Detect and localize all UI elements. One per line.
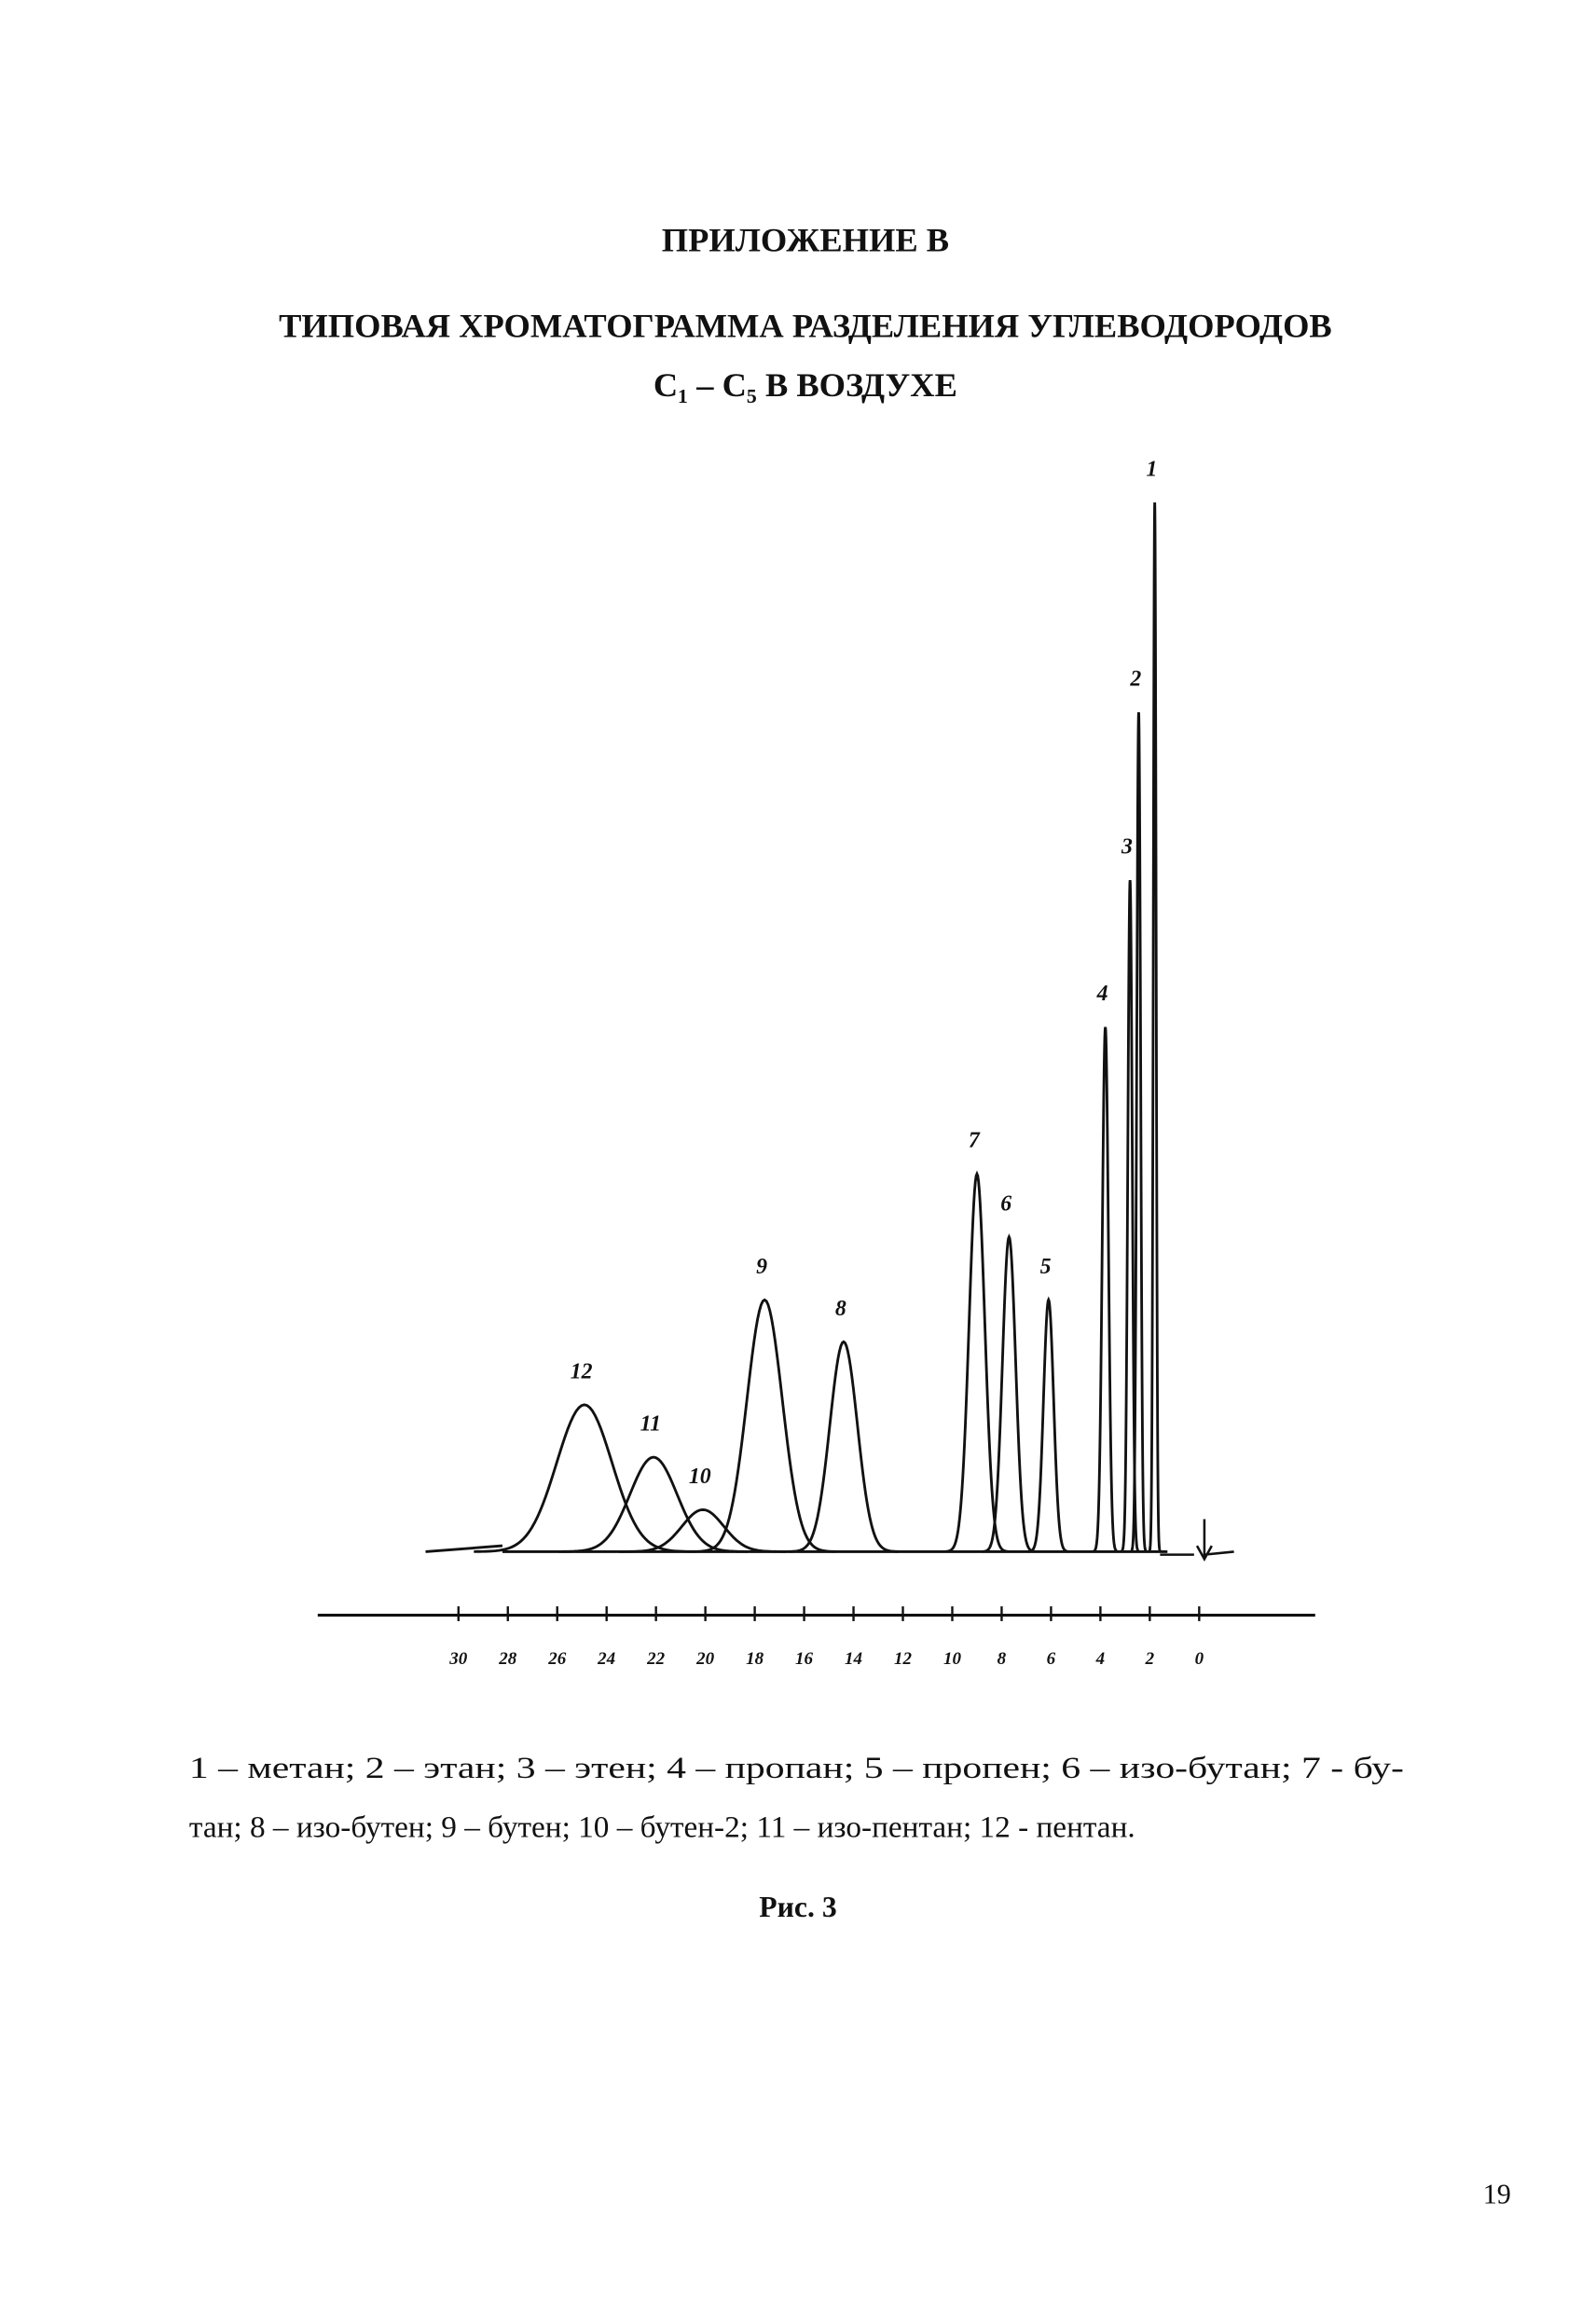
peak-label: 8 [835,1297,846,1321]
peak-label: 10 [689,1465,711,1489]
x-tick-label: 8 [998,1649,1007,1669]
x-tick-label: 30 [448,1649,468,1669]
peak [788,1340,899,1553]
peak-label: 12 [571,1359,593,1383]
peak-label: 5 [1040,1255,1052,1279]
peak-label: 9 [756,1255,767,1279]
peak [1093,1026,1119,1553]
peak-label: 11 [640,1412,661,1437]
x-tick-label: 20 [695,1649,715,1669]
x-tick-label: 14 [845,1649,862,1669]
x-tick-label: 18 [746,1649,764,1669]
x-tick-label: 4 [1095,1649,1106,1669]
x-tick-label: 16 [795,1649,814,1669]
title: ТИПОВАЯ ХРОМАТОГРАММА РАЗДЕЛЕНИЯ УГЛЕВОД… [279,307,1332,344]
x-tick-label: 6 [1047,1649,1056,1669]
x-tick-label: 12 [894,1649,913,1669]
appendix-heading: ПРИЛОЖЕНИЕ В [662,221,949,258]
x-tick-label: 26 [547,1649,567,1669]
peak [619,1507,787,1553]
x-tick-label: 2 [1145,1649,1155,1669]
x-tick-label: 28 [498,1649,517,1669]
peak-label: 3 [1121,835,1133,860]
figure-label: Рис. 3 [759,1891,836,1923]
peak [1027,1296,1069,1553]
peak [474,1403,695,1553]
x-tick-label: 24 [597,1649,615,1669]
peak [558,1455,749,1553]
peak [1121,880,1140,1553]
baseline [425,1544,503,1553]
peak [983,1233,1036,1553]
peak-label: 2 [1129,667,1141,692]
caption: 1 – метан; 2 – этан; 3 – этен; 4 – пропа… [189,1751,1404,1785]
peak-label: 1 [1147,457,1158,481]
peak [945,1170,1009,1553]
peak [1148,502,1162,1553]
x-tick-label: 10 [943,1649,962,1669]
x-tick-label: 0 [1195,1649,1204,1669]
peak [1130,711,1148,1553]
peak [694,1298,835,1553]
peak-label: 6 [1000,1191,1011,1216]
chromatogram: 30 28 26 24 22 20 18 16 14 12 10 8 6 4 2 01234567891011… [317,457,1315,1669]
peak-label: 4 [1096,982,1108,1006]
title: C₁ – C₅ В ВОЗДУХЕ [654,366,957,404]
caption: тан; 8 – изо-бутен; 9 – бутен; 10 – буте… [189,1810,1135,1844]
peak-label: 7 [969,1129,981,1153]
page-number: 19 [1483,2178,1511,2209]
x-tick-label: 22 [646,1649,666,1669]
injection-marker [1160,1519,1234,1562]
